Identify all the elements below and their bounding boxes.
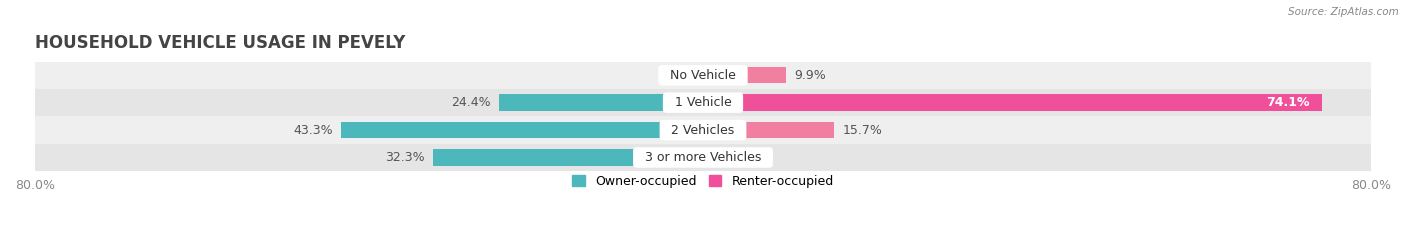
Text: HOUSEHOLD VEHICLE USAGE IN PEVELY: HOUSEHOLD VEHICLE USAGE IN PEVELY bbox=[35, 34, 405, 52]
Text: 74.1%: 74.1% bbox=[1265, 96, 1309, 109]
Text: 3 or more Vehicles: 3 or more Vehicles bbox=[637, 151, 769, 164]
Text: Source: ZipAtlas.com: Source: ZipAtlas.com bbox=[1288, 7, 1399, 17]
Bar bbox=[703, 149, 706, 166]
Bar bbox=[342, 122, 703, 138]
Text: 9.9%: 9.9% bbox=[794, 69, 825, 82]
Text: 24.4%: 24.4% bbox=[451, 96, 491, 109]
Text: 32.3%: 32.3% bbox=[385, 151, 425, 164]
Text: 2 Vehicles: 2 Vehicles bbox=[664, 124, 742, 137]
Bar bbox=[703, 95, 1322, 111]
Bar bbox=[703, 67, 786, 84]
Text: 15.7%: 15.7% bbox=[842, 124, 883, 137]
Text: No Vehicle: No Vehicle bbox=[662, 69, 744, 82]
Text: 43.3%: 43.3% bbox=[294, 124, 333, 137]
Bar bbox=[703, 122, 834, 138]
Text: 0.0%: 0.0% bbox=[662, 69, 695, 82]
Bar bbox=[35, 62, 1371, 89]
Text: 0.4%: 0.4% bbox=[714, 151, 747, 164]
Bar bbox=[433, 149, 703, 166]
Legend: Owner-occupied, Renter-occupied: Owner-occupied, Renter-occupied bbox=[568, 170, 838, 193]
Bar bbox=[35, 89, 1371, 116]
Text: 1 Vehicle: 1 Vehicle bbox=[666, 96, 740, 109]
Bar bbox=[35, 116, 1371, 144]
Bar bbox=[35, 144, 1371, 171]
Bar bbox=[499, 95, 703, 111]
